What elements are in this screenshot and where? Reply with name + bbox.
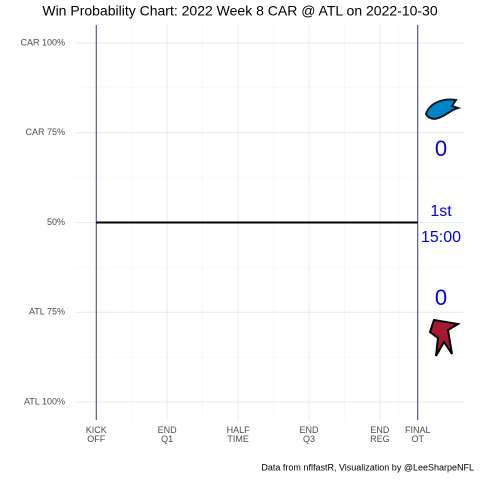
x-tick-label: HALF TIME bbox=[227, 425, 251, 444]
x-tick-label: END REG bbox=[370, 425, 390, 444]
x-tick-label: KICK OFF bbox=[86, 425, 107, 444]
clock: 15:00 bbox=[421, 229, 461, 246]
logo-shape bbox=[424, 98, 462, 120]
quarter: 1st bbox=[430, 203, 452, 220]
x-tick-label-line: Q3 bbox=[303, 434, 315, 444]
x-tick-label-line: OT bbox=[411, 434, 424, 444]
y-tick-label: ATL 75% bbox=[29, 307, 65, 317]
car-logo bbox=[424, 98, 462, 120]
x-tick-label-line: TIME bbox=[227, 434, 249, 444]
x-tick-label-line: OFF bbox=[87, 434, 105, 444]
x-tick-label: END Q3 bbox=[299, 425, 319, 444]
y-tick-label: CAR 75% bbox=[25, 127, 65, 137]
y-tick-label: ATL 100% bbox=[24, 396, 65, 406]
y-tick-label: 50% bbox=[47, 217, 65, 227]
x-tick-label-line: Q1 bbox=[161, 434, 173, 444]
x-tick-label-line: KICK bbox=[86, 425, 107, 435]
x-tick-label-line: HALF bbox=[227, 425, 251, 435]
home-score: 0 bbox=[435, 285, 447, 310]
y-tick-label: CAR 100% bbox=[20, 37, 65, 47]
chart-title: Win Probability Chart: 2022 Week 8 CAR @… bbox=[42, 3, 437, 19]
caption: Data from nflfastR, Visualization by @Le… bbox=[261, 462, 474, 472]
atl-logo bbox=[428, 318, 461, 357]
x-tick-label: END Q1 bbox=[158, 425, 178, 444]
x-tick-label-line: END bbox=[158, 425, 178, 435]
x-tick-label-line: END bbox=[299, 425, 319, 435]
x-tick-label-line: FINAL bbox=[405, 425, 431, 435]
x-tick-label-line: REG bbox=[370, 434, 390, 444]
x-tick-label-line: END bbox=[370, 425, 390, 435]
x-tick-label: FINAL OT bbox=[405, 425, 431, 444]
away-score: 0 bbox=[435, 136, 447, 161]
logo-shape bbox=[428, 318, 461, 357]
